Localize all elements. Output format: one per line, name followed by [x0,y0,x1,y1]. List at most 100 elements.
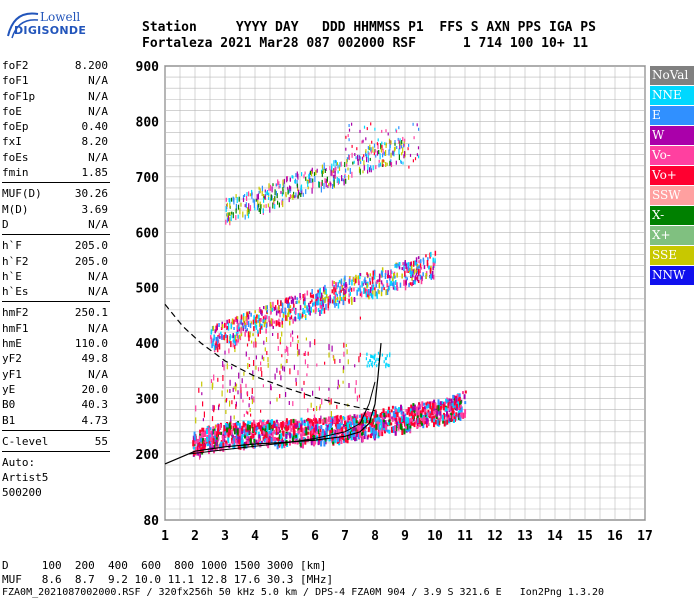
param-value: 49.8 [81,352,109,366]
echo-point [226,335,229,342]
lowell-digisonde-logo: Lowell DIGISONDE [4,6,86,42]
echo-point [390,140,392,145]
echo-point [340,278,343,285]
echo-point [229,389,231,393]
y-tick-label: 600 [136,226,160,241]
echo-point [378,417,381,422]
echo-point [424,406,426,413]
echo-point [251,388,253,394]
echo-point [322,299,325,304]
echo-point [357,275,360,280]
echo-point [290,427,293,432]
echo-point [277,320,279,326]
echo-point [298,189,300,195]
echo-point [311,294,313,298]
echo-point [367,146,369,150]
muf-dashed-line [164,303,376,412]
echo-point [319,291,321,298]
echo-point [221,334,223,340]
echo-point [254,321,257,328]
echo-point [232,437,235,443]
echo-point [359,316,361,320]
echo-point [344,432,347,438]
echo-point [354,153,356,156]
echo-point [329,420,332,424]
echo-point [418,265,420,269]
echo-point [418,260,420,264]
x-tick-label: 16 [607,529,623,544]
echo-point [375,291,377,297]
echo-point [337,386,339,390]
echo-point [382,284,385,288]
auto-l3: 500200 [2,486,42,500]
echo-point [236,318,239,324]
echo-point [261,310,263,316]
echo-point [289,316,291,320]
echo-point [343,283,345,287]
echo-point [223,364,225,371]
echo-point [369,167,371,173]
echo-point [271,318,274,324]
y-tick-label: 500 [136,282,160,297]
echo-point [245,316,247,322]
echo-point [243,444,246,449]
echo-point [285,360,287,364]
echo-point [210,430,212,435]
echo-point [220,331,222,335]
echo-point [392,286,395,290]
echo-point [235,404,237,409]
echo-point [375,165,377,170]
echo-point [408,165,410,169]
echo-point [243,316,245,323]
echo-point [275,419,278,423]
echo-point [395,411,398,414]
echo-point [271,432,274,438]
echo-point [373,362,375,365]
echo-point [337,180,339,185]
echo-point [372,355,374,359]
echo-point [277,423,280,429]
echo-point [436,410,439,417]
echo-point [289,368,291,375]
echo-point [330,423,333,428]
echo-point [375,149,377,153]
echo-point [359,129,361,133]
echo-point [314,429,317,434]
echo-point [342,287,344,291]
y-tick-label: 800 [136,115,160,130]
echo-point [290,299,293,304]
echo-point [324,438,327,443]
param-value: 55 [94,434,108,448]
echo-point [279,337,282,342]
echo-point [291,436,294,442]
echo-point [376,142,378,146]
y-tick-label: 700 [136,171,160,186]
echo-point [271,323,273,327]
echo-point [417,404,420,410]
echo-point [308,179,310,184]
echo-point [407,266,410,271]
echo-point [274,189,276,196]
echo-point [330,398,332,405]
echo-point [408,283,410,288]
echo-point [434,250,437,256]
echo-point [244,425,247,430]
echo-point [290,315,293,320]
echo-point [281,308,284,313]
echo-point [365,357,367,361]
echo-point [383,419,385,424]
echo-point [320,182,322,188]
echo-point [239,321,241,325]
echo-point [327,185,329,188]
echo-point [346,349,348,355]
echo-point [284,348,286,353]
echo-point [423,416,425,421]
echo-point [260,204,262,210]
echo-point [439,411,442,416]
y-tick-label: 80 [143,514,159,529]
echo-point [234,423,237,426]
param-name: yF1 [2,367,22,381]
echo-point [258,314,260,320]
echo-point [318,432,321,439]
echo-point [448,398,451,402]
